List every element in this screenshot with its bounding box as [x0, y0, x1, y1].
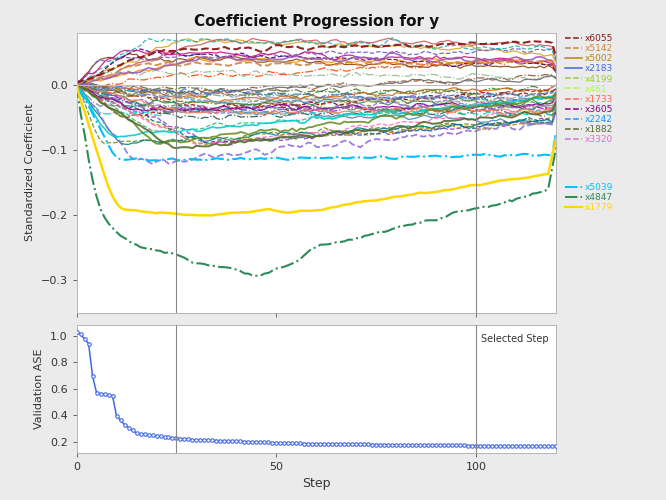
- X-axis label: Step: Step: [302, 477, 330, 490]
- Y-axis label: Standardized Coefficient: Standardized Coefficient: [25, 104, 35, 242]
- Y-axis label: Validation ASE: Validation ASE: [34, 348, 44, 429]
- Legend: x5039, x4847, x1779: x5039, x4847, x1779: [565, 183, 613, 212]
- Title: Coefficient Progression for y: Coefficient Progression for y: [194, 14, 439, 28]
- Text: Selected Step: Selected Step: [482, 334, 549, 344]
